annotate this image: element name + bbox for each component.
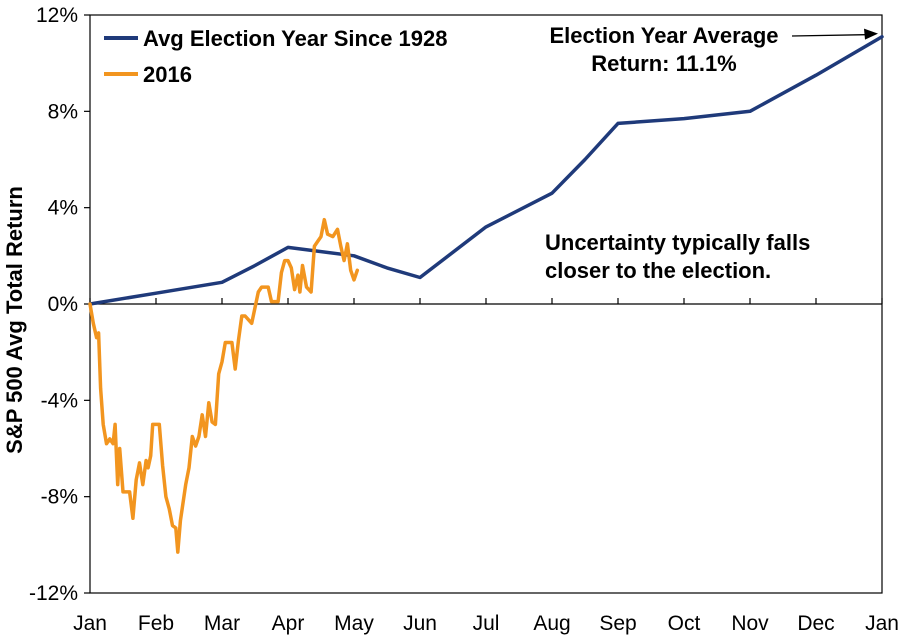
series-group <box>88 34 884 554</box>
y-tick-label: 4% <box>48 197 78 220</box>
x-tick-label: Mar <box>204 612 240 635</box>
legend-label: 2016 <box>143 62 192 87</box>
y-tick-label: -4% <box>41 389 78 412</box>
x-tick-label: Jan <box>73 612 107 635</box>
legend: Avg Election Year Since 1928 2016 <box>104 26 448 87</box>
y-tick-label: 12% <box>36 4 78 27</box>
y-tick-label: -8% <box>41 486 78 509</box>
x-tick-label: May <box>334 612 374 635</box>
x-tick-label: Jun <box>403 612 437 635</box>
x-axis: Jan Feb Mar Apr May Jun Jul Aug Sep Oct Nov Dec Jan <box>73 298 899 635</box>
x-tick-label: Oct <box>668 612 701 635</box>
x-tick-label: Apr <box>272 612 305 635</box>
annotation-text: Uncertainty typically falls <box>545 230 810 255</box>
series-line-avg-election-year <box>88 34 884 306</box>
annotation-text: Return: 11.1% <box>591 51 737 76</box>
x-tick-label: Nov <box>731 612 769 635</box>
x-tick-label: Dec <box>797 612 834 635</box>
y-tick-label: 0% <box>48 293 78 316</box>
annotations: Election Year Average Return: 11.1% Uncert… <box>545 23 878 283</box>
x-tick-label: Sep <box>599 612 636 635</box>
y-axis-title: S&P 500 Avg Total Return <box>2 186 27 454</box>
annotation-text: closer to the election. <box>545 258 771 283</box>
annotation-arrow-shaft <box>791 34 867 37</box>
x-tick-label: Feb <box>138 612 174 635</box>
legend-label: Avg Election Year Since 1928 <box>143 26 448 51</box>
x-tick-label: Jul <box>473 612 500 635</box>
x-tick-label: Jan <box>865 612 899 635</box>
annotation-arrow-head <box>864 28 878 40</box>
x-tick-label: Aug <box>533 612 570 635</box>
y-tick-label: 8% <box>48 100 78 123</box>
annotation-text: Election Year Average <box>549 23 778 48</box>
y-tick-label: -12% <box>29 582 78 605</box>
series-line-2016 <box>88 217 360 554</box>
y-axis: 12% 8% 4% 0% -4% -8% -12% <box>29 4 882 605</box>
